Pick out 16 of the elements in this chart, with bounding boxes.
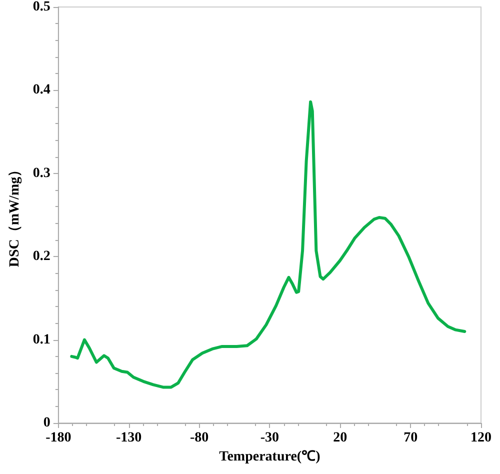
x-axis-title: Temperature(℃) bbox=[219, 449, 321, 464]
x-tick-label: -30 bbox=[260, 430, 280, 446]
y-tick-label: 0 bbox=[43, 416, 50, 430]
x-tick-label: 70 bbox=[404, 430, 418, 446]
y-tick-label: 0.4 bbox=[32, 82, 50, 98]
y-tick-label: 0.2 bbox=[32, 249, 50, 264]
y-tick-label: 0.5 bbox=[32, 0, 50, 14]
x-tick-label: -130 bbox=[116, 430, 142, 446]
y-tick-label: 0.1 bbox=[32, 332, 50, 348]
x-tick-label: -80 bbox=[190, 430, 209, 446]
line-series bbox=[70, 100, 466, 389]
y-tick-label: 0.3 bbox=[32, 166, 50, 181]
x-tick-label: -180 bbox=[46, 430, 72, 446]
x-tick-label: 20 bbox=[333, 430, 348, 446]
y-axis-title: DSC（mW/mg） bbox=[8, 162, 22, 268]
x-tick-label: 120 bbox=[470, 430, 492, 446]
